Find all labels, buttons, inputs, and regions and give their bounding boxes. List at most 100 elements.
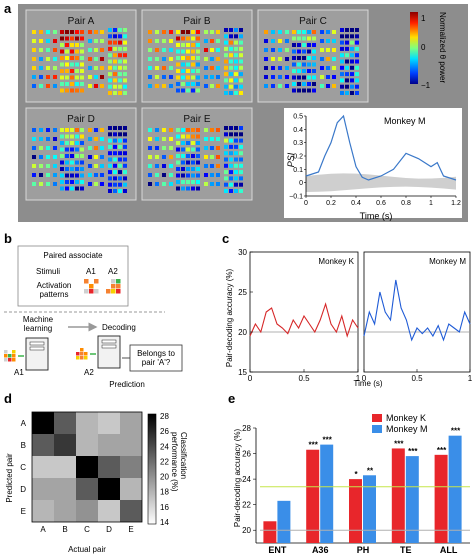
electrode bbox=[46, 182, 50, 186]
electrode bbox=[169, 155, 173, 159]
c-xtick-label: 0.5 bbox=[298, 374, 310, 383]
electrode bbox=[191, 43, 195, 47]
electrode bbox=[118, 157, 122, 162]
electrode bbox=[65, 75, 69, 80]
electrode bbox=[94, 128, 98, 132]
electrode bbox=[123, 40, 127, 45]
electrode bbox=[113, 151, 117, 156]
electrode bbox=[302, 82, 306, 86]
electrode bbox=[326, 30, 330, 34]
electrode bbox=[162, 57, 166, 61]
electrode bbox=[229, 40, 233, 45]
heatmap-cell bbox=[98, 434, 120, 456]
electrode bbox=[65, 62, 69, 67]
computer-icon bbox=[97, 335, 121, 369]
electrode bbox=[210, 48, 214, 52]
pattern-cell bbox=[84, 352, 88, 356]
c-series-line bbox=[249, 302, 359, 338]
heatmap-cell bbox=[76, 456, 98, 478]
electrode bbox=[70, 69, 74, 73]
electrode bbox=[32, 164, 36, 168]
electrode bbox=[32, 155, 36, 159]
heatmap-cell bbox=[54, 456, 76, 478]
electrode bbox=[118, 78, 122, 83]
heatmap-colorbar-tick: 18 bbox=[160, 488, 169, 497]
pattern-cell bbox=[111, 289, 116, 294]
electrode bbox=[162, 30, 166, 34]
electrode bbox=[210, 75, 214, 79]
bar bbox=[320, 444, 334, 543]
electrode bbox=[264, 30, 268, 34]
electrode bbox=[191, 147, 195, 152]
electrode bbox=[118, 163, 122, 168]
electrode bbox=[75, 160, 79, 165]
electrode bbox=[65, 173, 69, 178]
electrode bbox=[312, 49, 316, 54]
heatmap-col-label: A bbox=[40, 525, 46, 534]
electrode bbox=[88, 30, 92, 34]
heatmap-colorbar-tick: 26 bbox=[160, 427, 169, 436]
electrode bbox=[285, 57, 289, 61]
electrode bbox=[196, 43, 200, 47]
electrode bbox=[239, 28, 243, 32]
electrode bbox=[176, 82, 180, 86]
electrode bbox=[350, 84, 354, 89]
electrode bbox=[196, 128, 200, 132]
electrode bbox=[196, 154, 200, 158]
electrode bbox=[239, 34, 243, 39]
pair-panel: Pair D bbox=[25, 107, 137, 201]
electrode bbox=[53, 182, 57, 186]
electrode bbox=[100, 137, 104, 141]
electrode bbox=[32, 48, 36, 52]
electrode bbox=[196, 141, 200, 145]
electrode bbox=[181, 160, 185, 165]
electrode bbox=[162, 128, 166, 132]
prediction-label: Prediction bbox=[109, 380, 145, 389]
electrode bbox=[108, 65, 112, 70]
electrode bbox=[108, 144, 112, 149]
electrode bbox=[176, 141, 180, 145]
electrode bbox=[278, 66, 282, 70]
electrode bbox=[70, 173, 74, 178]
electrode bbox=[191, 173, 195, 178]
heatmap-colorbar: 28 26 24 22 20 18 16 14 bbox=[147, 412, 169, 527]
computer-slot bbox=[101, 339, 117, 344]
electrode bbox=[234, 53, 238, 58]
psi-xtick-label: 1 bbox=[429, 200, 433, 207]
electrode bbox=[186, 160, 190, 165]
electrode bbox=[224, 138, 228, 143]
electrode bbox=[118, 126, 122, 130]
electrode bbox=[224, 78, 228, 83]
electrode bbox=[239, 132, 243, 137]
electrode bbox=[229, 144, 233, 149]
electrode bbox=[176, 128, 180, 132]
electrode bbox=[148, 57, 152, 61]
electrode bbox=[118, 170, 122, 175]
electrode bbox=[307, 75, 311, 80]
electrode bbox=[39, 164, 43, 168]
electrode bbox=[345, 78, 349, 83]
electrode bbox=[224, 126, 228, 130]
electrode bbox=[210, 66, 214, 70]
electrode bbox=[100, 48, 104, 52]
electrode bbox=[118, 84, 122, 89]
electrode bbox=[162, 48, 166, 52]
electrode bbox=[32, 128, 36, 132]
electrode bbox=[60, 186, 64, 191]
electrode bbox=[176, 88, 180, 93]
electrode bbox=[229, 78, 233, 83]
electrode bbox=[345, 65, 349, 70]
electrode bbox=[355, 65, 359, 70]
electrode bbox=[80, 43, 84, 47]
c-ylabel: Pair-decoding accuracy (%) bbox=[225, 269, 234, 368]
electrode bbox=[210, 164, 214, 168]
pattern-cell bbox=[4, 354, 8, 358]
electrode bbox=[224, 84, 228, 89]
electrode bbox=[70, 49, 74, 54]
electrode bbox=[46, 48, 50, 52]
electrode bbox=[108, 84, 112, 89]
electrode bbox=[216, 48, 220, 52]
electrode bbox=[176, 30, 180, 34]
bar bbox=[448, 435, 462, 543]
electrode bbox=[155, 146, 159, 150]
